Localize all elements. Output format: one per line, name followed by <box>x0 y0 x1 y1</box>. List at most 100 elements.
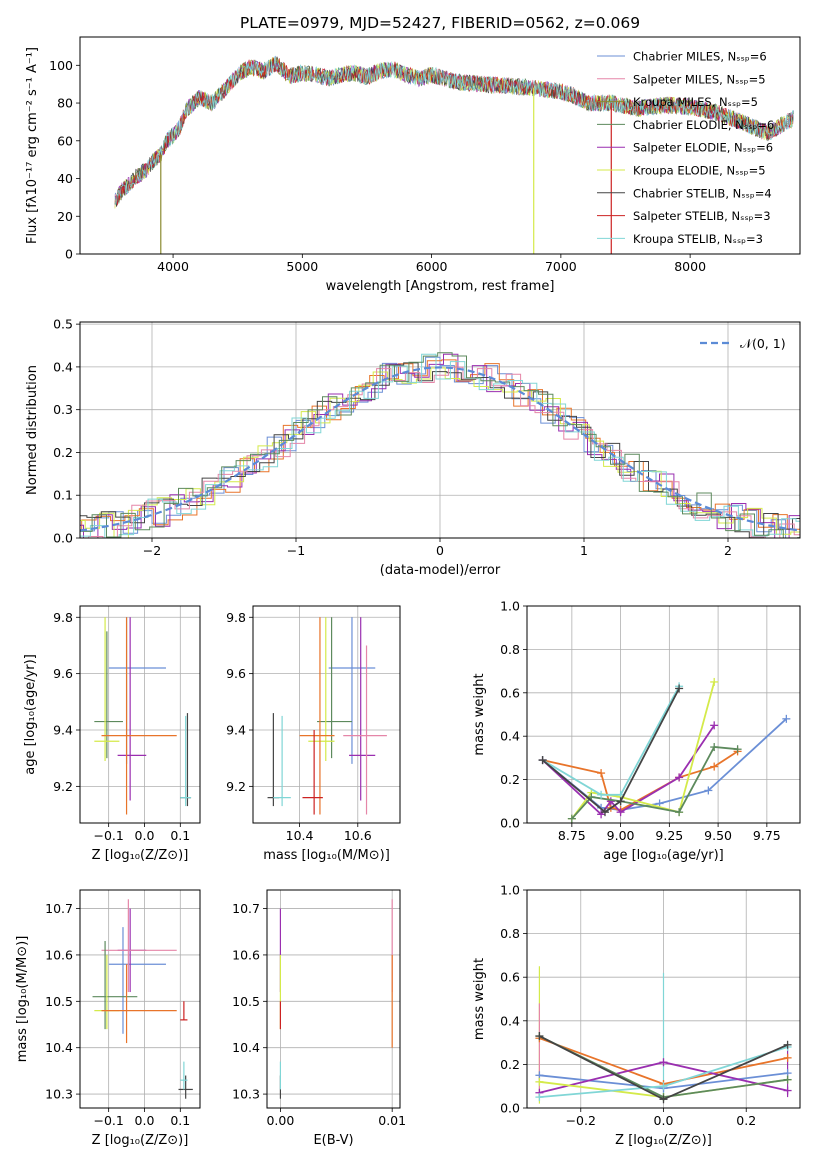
x-axis-label: Z [log₁₀(Z/Z⊙)] <box>92 1133 189 1148</box>
y-tick-label: 10.6 <box>45 947 73 962</box>
mass-weight-marker <box>535 1077 544 1086</box>
age-vs-mass-panel: 10.4 10.6 9.2 9.4 9.6 9.8 mass [log₁₀(M/M⊙)] <box>226 605 401 863</box>
mass-weight-marker <box>710 762 719 771</box>
errorbar-point <box>317 617 352 759</box>
y-tick-label: 100 <box>49 58 73 73</box>
y-tick-label: 0.2 <box>53 445 73 460</box>
x-axis-label: (data-model)/error <box>380 563 501 578</box>
y-tick-label: 0.3 <box>53 402 73 417</box>
errorbar-point <box>101 964 177 1044</box>
y-tick-label: 0.6 <box>500 685 520 700</box>
plot-frame <box>79 36 801 255</box>
y-tick-label: 0.2 <box>500 1057 520 1072</box>
errorbar-point <box>101 899 177 993</box>
mass-weight-marker <box>675 808 684 817</box>
mass-weight-marker <box>659 1082 668 1091</box>
y-tick-label: 20 <box>57 209 73 224</box>
mass-vs-ebv-panel: 0.00 0.01 10.3 10.4 10.5 10.6 10.7 E(B-V) <box>232 889 406 1148</box>
legend-entry: Chabrier STELIB, Nₛₛₚ=4 <box>633 186 772 200</box>
errorbar-point <box>180 1001 188 1021</box>
y-tick-label: 0.8 <box>500 926 520 941</box>
mass-weight-marker <box>535 1093 544 1102</box>
plot-frame <box>79 605 201 824</box>
plot-frame <box>526 889 801 1109</box>
x-tick-label: −0.1 <box>93 1113 123 1128</box>
y-tick-label: 0.6 <box>500 970 520 985</box>
histogram-step <box>79 356 801 539</box>
y-tick-label: 0.8 <box>500 642 520 657</box>
x-tick-label: −0.2 <box>566 1113 596 1128</box>
y-tick-label: 40 <box>57 171 73 186</box>
x-tick-label: 8000 <box>674 259 706 274</box>
y-tick-label: 9.8 <box>53 610 73 625</box>
residual-histogram-panel: −2 −1 0 1 2 0.0 0.1 0.2 0.3 0.4 0.5 (data-model)/er… <box>25 317 801 578</box>
x-tick-label: 0.1 <box>170 1113 190 1128</box>
errorbar-point <box>302 730 323 815</box>
y-tick-label: 0.0 <box>500 1101 520 1116</box>
y-tick-label: 80 <box>57 96 73 111</box>
x-axis-label: Z [log₁₀(Z/Z⊙)] <box>615 1133 712 1148</box>
mass-weight-marker <box>710 677 719 686</box>
y-tick-label: 9.4 <box>53 723 73 738</box>
x-tick-label: −2 <box>143 543 161 558</box>
y-tick-label: 10.7 <box>45 901 73 916</box>
histogram-step <box>79 352 801 539</box>
mass-weight-marker <box>675 773 684 782</box>
x-tick-label: 0.0 <box>135 1113 155 1128</box>
histogram-step <box>79 359 801 538</box>
errorbar-point <box>343 645 387 815</box>
y-tick-label: 10.7 <box>232 901 260 916</box>
errorbar-point <box>180 715 192 807</box>
y-axis-label: Normed distribution <box>25 365 40 495</box>
errorbar-point <box>273 715 291 807</box>
y-tick-label: 0.4 <box>500 1013 520 1028</box>
chart-title: PLATE=0979, MJD=52427, FIBERID=0562, z=0… <box>240 14 640 32</box>
x-tick-label: 4000 <box>157 259 189 274</box>
errorbar-point <box>108 927 166 1034</box>
y-tick-label: 0.5 <box>53 317 73 332</box>
errorbar-point <box>308 617 335 761</box>
x-axis-label: E(B-V) <box>313 1133 353 1148</box>
mass-weight-marker <box>783 1053 792 1062</box>
x-tick-label: 10.6 <box>344 828 372 843</box>
mass-weight-marker <box>616 808 625 817</box>
y-tick-label: 9.4 <box>226 723 246 738</box>
plot-frame <box>266 889 401 1109</box>
y-axis-label: age [log₁₀(age/yr)] <box>23 654 38 775</box>
y-tick-label: 10.5 <box>232 994 260 1009</box>
x-tick-label: 0.0 <box>135 828 155 843</box>
x-axis-label: age [log₁₀(age/yr)] <box>603 848 724 863</box>
y-tick-label: 60 <box>57 133 73 148</box>
x-tick-label: −0.1 <box>93 828 123 843</box>
x-tick-label: 7000 <box>545 259 577 274</box>
x-tick-label: 9.00 <box>607 828 635 843</box>
x-tick-label: 6000 <box>416 259 448 274</box>
legend-entry: Kroupa ELODIE, Nₛₛₚ=5 <box>633 164 766 178</box>
errorbar-point <box>299 617 335 815</box>
errorbar-point <box>349 617 376 801</box>
x-axis-label: Z [log₁₀(Z/Z⊙)] <box>92 848 189 863</box>
mass-weight-marker <box>597 769 606 778</box>
errorbar-point <box>101 617 177 815</box>
legend-entry: Kroupa MILES, Nₛₛₚ=5 <box>633 95 758 109</box>
y-tick-label: 9.8 <box>226 610 246 625</box>
y-axis-label: mass weight <box>472 958 487 1040</box>
mass-weight-marker <box>616 797 625 806</box>
mass-weight-marker <box>606 797 615 806</box>
legend-entry: Chabrier MILES, Nₛₛₚ=6 <box>633 50 767 64</box>
mass-weight-marker <box>535 1032 544 1041</box>
legend-entry: Kroupa STELIB, Nₛₛₚ=3 <box>633 232 763 246</box>
y-tick-label: 0.1 <box>53 488 73 503</box>
x-tick-label: 8.75 <box>558 828 586 843</box>
age-vs-metallicity-panel: −0.1 0.0 0.1 9.2 9.4 9.6 9.8 Z [log₁₀(Z/Z⊙)] age… <box>23 605 201 863</box>
mass-weight-marker <box>733 745 742 754</box>
x-tick-label: 9.25 <box>655 828 683 843</box>
y-tick-label: 10.4 <box>232 1040 260 1055</box>
mass-weight-marker <box>659 1095 668 1104</box>
errorbar-point <box>328 617 376 764</box>
mass-weight-marker <box>710 721 719 730</box>
x-tick-label: 0.2 <box>736 1113 756 1128</box>
histogram-step <box>79 367 801 539</box>
legend-entry: 𝒩(0, 1) <box>740 336 786 351</box>
mass-weight-marker <box>704 786 713 795</box>
